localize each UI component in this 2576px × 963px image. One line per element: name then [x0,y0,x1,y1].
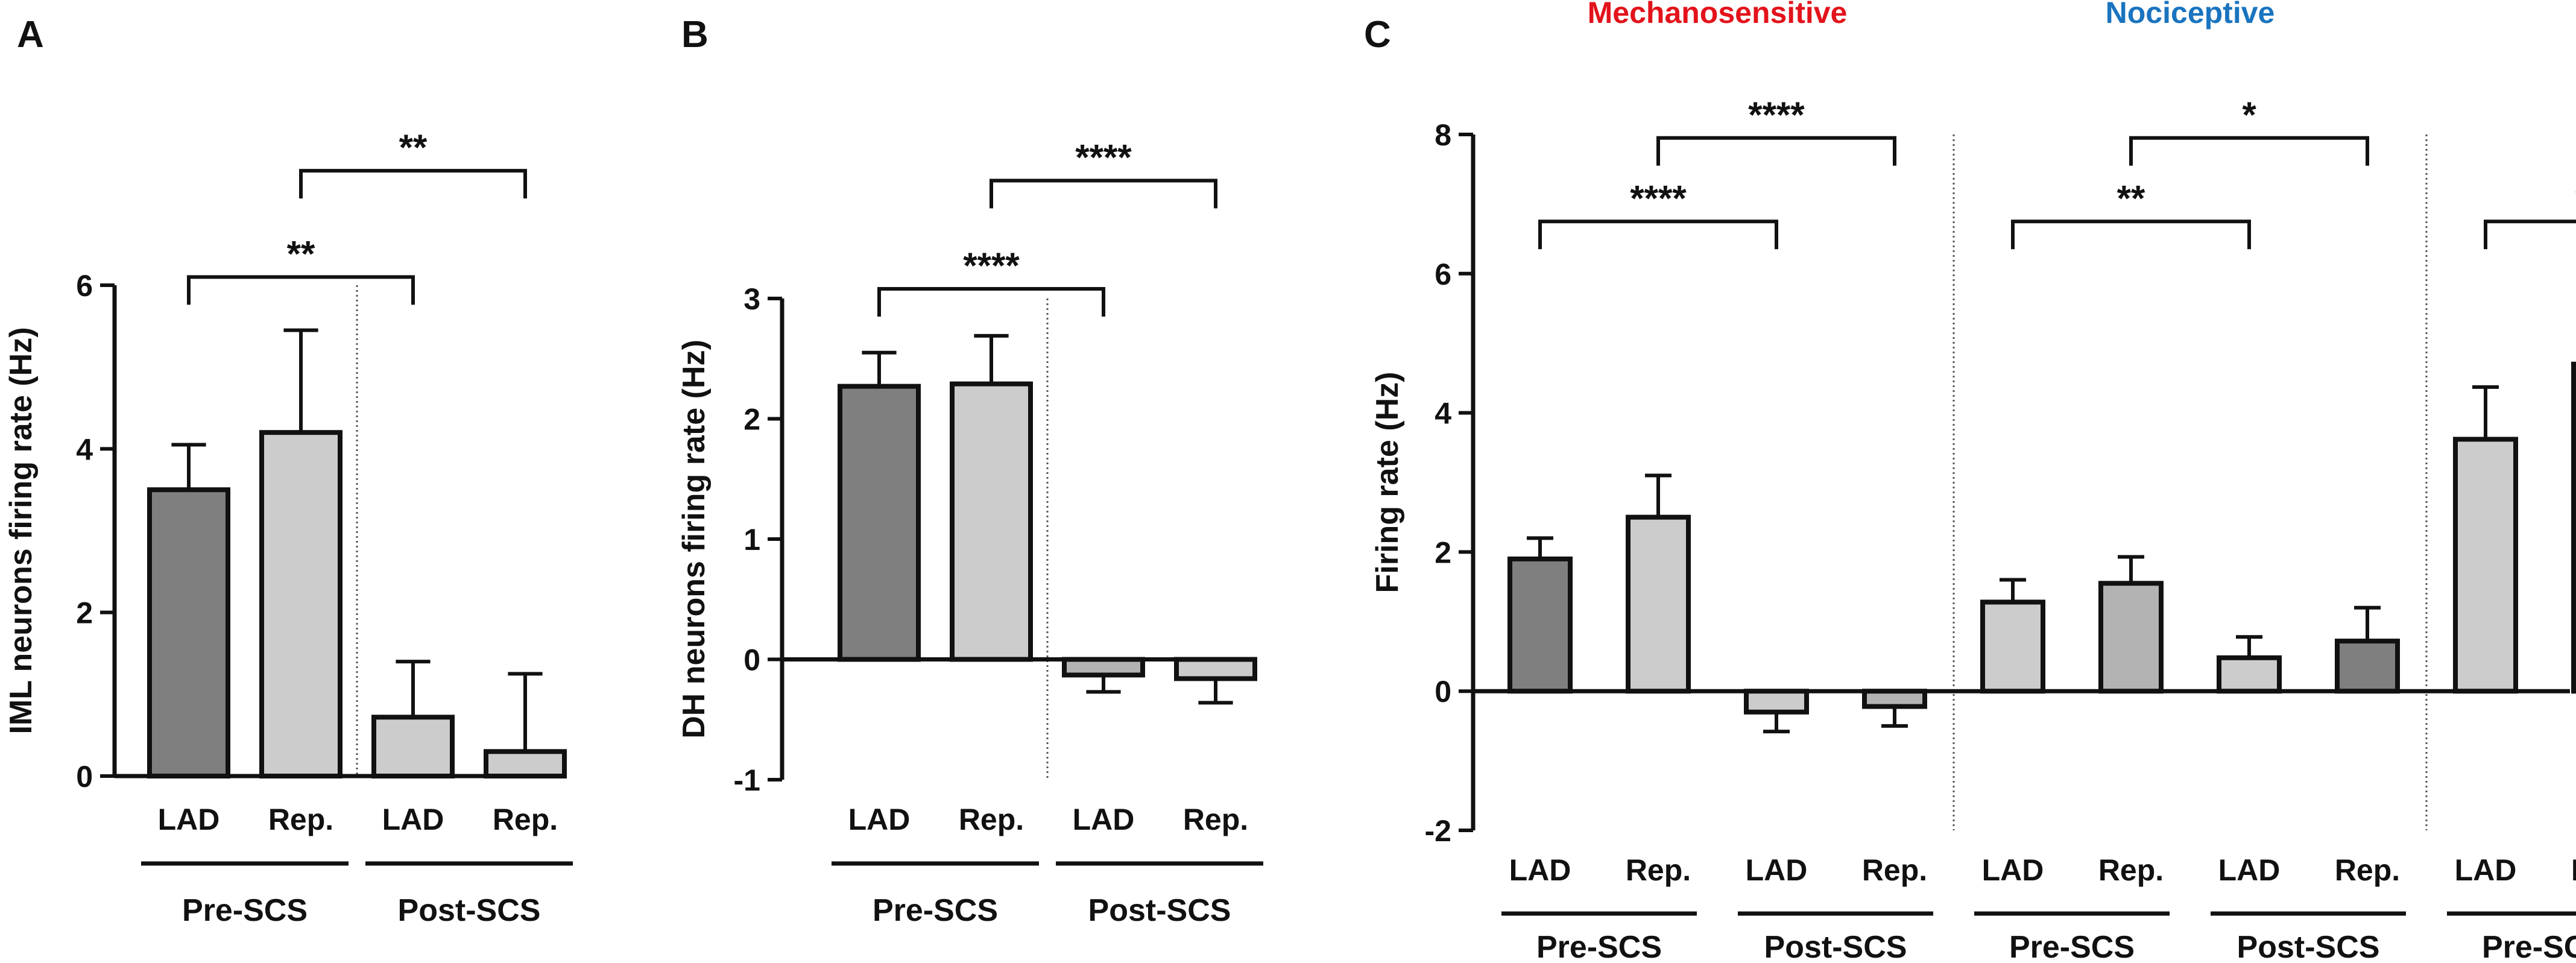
category-label: Rep. [2571,853,2576,887]
panel-label: C [1364,14,1391,55]
group-label: Pre-SCS [2482,930,2576,963]
group-label: Pre-SCS [182,893,308,928]
significance-bracket [2129,136,2369,166]
y-tick-label: 2 [743,403,760,437]
significance-label: ** [2117,178,2145,218]
y-tick-label: 8 [1435,118,1451,152]
y-tick-label: 2 [1435,535,1451,569]
category-label: LAD [382,803,444,836]
category-label: LAD [158,803,220,836]
significance-label: **** [1748,95,1805,135]
category-label: Rep. [268,803,333,836]
significance-bracket [2484,219,2576,250]
significance-bracket [990,178,1217,209]
category-label: Rep. [959,803,1024,836]
y-axis-label: Firing rate (Hz) [1370,372,1405,593]
bar [259,430,343,778]
bar [1862,689,1927,709]
category-label: Rep. [2335,853,2400,887]
group-label: Post-SCS [1764,930,1907,963]
panel-label: B [681,14,709,55]
significance-bracket [187,275,415,305]
y-tick-label: 4 [1435,397,1451,431]
y-tick-label: 4 [76,432,93,466]
significance-label: **** [1630,178,1687,218]
chart-panel-c: CMechanosensitiveNociceptiveMultimodal-2… [1364,0,2576,963]
category-label: LAD [1982,853,2044,887]
bar [371,715,455,778]
bar [1174,657,1257,681]
bar [2335,639,2400,694]
category-label: Rep. [1626,853,1691,887]
category-label: LAD [848,803,911,836]
category-label: LAD [1073,803,1135,836]
chart-panel-b: B -1 0 1 2 3 DH neurons firing rate (Hz) LAD Rep… [677,14,1263,928]
bar [2571,361,2576,694]
significance-label: ** [399,127,428,168]
y-tick-label: -2 [1425,814,1451,848]
category-label: LAD [1509,853,1571,887]
significance-label: * [2242,95,2256,135]
bar [950,381,1033,662]
significance-bracket [2011,219,2251,250]
y-axis-label: DH neurons firing rate (Hz) [677,339,712,739]
significance-label: **** [963,245,1020,286]
group-label: Post-SCS [1088,893,1231,928]
group-label: Post-SCS [2237,930,2380,963]
y-tick-label: 3 [743,282,760,316]
y-tick-label: 6 [76,269,93,303]
significance-bracket [1656,136,1896,166]
chart-panel-a: A 0 2 4 6 IML neurons firing rate (Hz) LAD Rep.… [4,14,573,928]
panel-label: A [17,14,44,55]
bar [1626,514,1691,694]
category-label: Rep. [493,803,558,836]
group-label: Pre-SCS [873,893,998,928]
significance-bracket [1538,219,1778,250]
category-label: Rep. [1862,853,1927,887]
y-tick-label: 0 [743,643,760,677]
group-label: Pre-SCS [1536,930,1662,963]
category-label: LAD [2218,853,2281,887]
category-label: LAD [2455,853,2517,887]
bar [2217,655,2282,694]
significance-bracket [877,287,1105,317]
y-tick-label: 1 [743,523,760,557]
bar [1507,556,1573,694]
bar [1980,599,2045,694]
bar [838,384,921,662]
bar [2098,581,2164,694]
bar [2453,437,2518,694]
y-tick-label: 0 [76,760,93,794]
category-label: Rep. [2098,853,2164,887]
section-title: Mechanosensitive [1588,0,1848,30]
bar [147,487,230,779]
bar [1062,657,1145,678]
group-label: Post-SCS [398,893,541,928]
significance-bracket [299,169,527,199]
section-title: Nociceptive [2106,0,2275,30]
y-tick-label: 0 [1435,675,1451,709]
bar [484,749,567,779]
category-label: Rep. [1183,803,1248,836]
y-tick-label: -1 [734,763,760,797]
significance-label: **** [1075,137,1132,177]
y-axis-label: IML neurons firing rate (Hz) [4,327,39,734]
bar [1744,689,1809,715]
y-tick-label: 6 [1435,257,1451,291]
group-label: Pre-SCS [2009,930,2135,963]
y-tick-label: 2 [76,596,93,630]
significance-label: ** [287,233,315,274]
category-label: LAD [1746,853,1808,887]
